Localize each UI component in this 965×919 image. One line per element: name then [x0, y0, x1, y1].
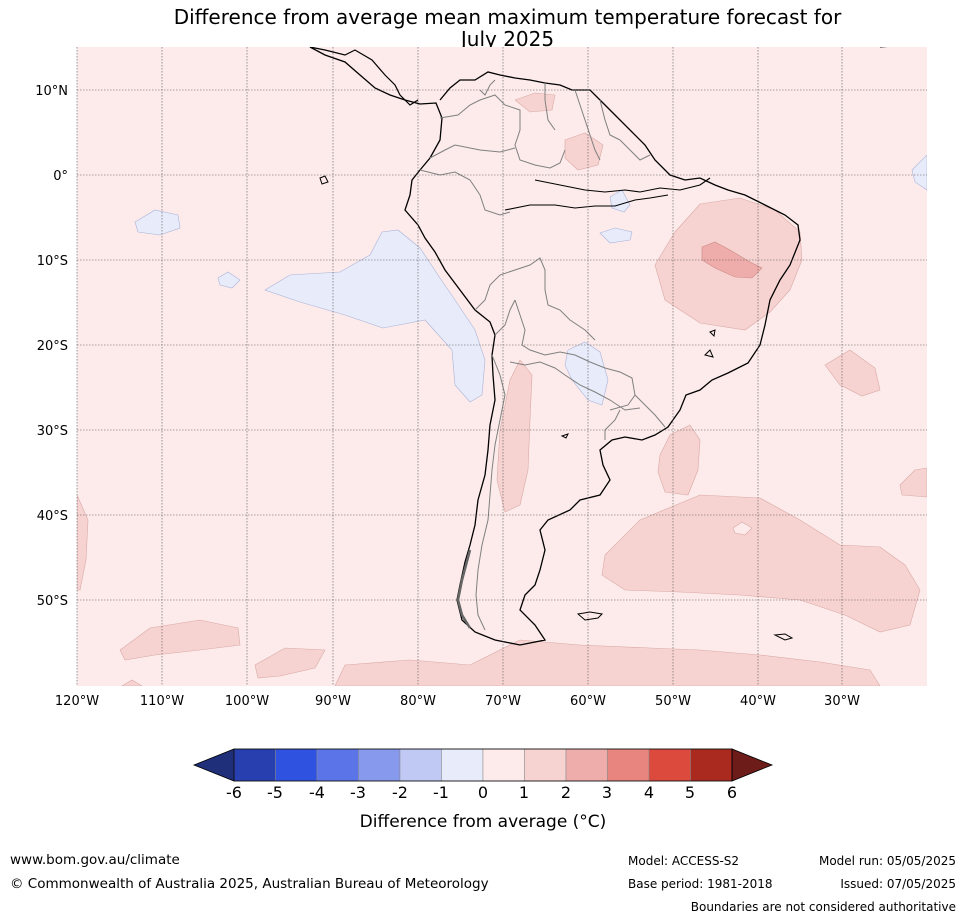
anomaly-region-1-to-2	[657, 424, 701, 496]
colorbar-over-arrow	[731, 748, 774, 782]
anomaly-region-1-to-2	[564, 132, 604, 171]
anomaly-region-1-to-2	[254, 647, 326, 679]
colorbar-segment	[441, 748, 484, 782]
lat-label: 20°S	[37, 339, 68, 354]
gridlines	[77, 47, 927, 686]
footer-copyright: © Commonwealth of Australia 2025, Austra…	[10, 876, 489, 892]
colorbar-segment	[399, 748, 442, 782]
lat-label: 30°S	[37, 424, 68, 439]
colorbar-segment	[482, 748, 525, 782]
colorbar-segment	[607, 748, 650, 782]
footer-base-period: Base period: 1981-2018	[628, 877, 773, 891]
colorbar-segment	[358, 748, 401, 782]
lon-label: 30°W	[824, 694, 860, 709]
anomaly-region-0-to-1	[732, 521, 753, 536]
colorbar-tick: -4	[309, 783, 325, 802]
anomaly-region-1-to-2	[601, 494, 921, 633]
colorbar-segment	[648, 748, 691, 782]
anomaly-region-1-to-2	[899, 467, 927, 498]
fjord-coast	[456, 549, 472, 629]
colorbar-tick: 4	[644, 783, 654, 802]
colorbar-tick: 2	[561, 783, 571, 802]
colorbar-tick: -5	[267, 783, 283, 802]
anomaly-region-1-to-2	[77, 494, 89, 591]
colorbar-segment	[233, 748, 276, 782]
lon-label: 80°W	[400, 694, 436, 709]
colorbar-tick: -3	[350, 783, 366, 802]
lon-label: 110°W	[140, 694, 184, 709]
colorbar-tick-labels: -6 -5 -4 -3 -2 -1 0 1 2 3 4 5 6	[226, 783, 737, 802]
lon-label: 50°W	[655, 694, 691, 709]
colorbar-tick: -1	[433, 783, 449, 802]
country-borders	[419, 79, 666, 631]
colorbar-segment	[524, 748, 567, 782]
footer-model-run: Model run: 05/05/2025	[818, 854, 956, 868]
colorbar-tick: -2	[392, 783, 408, 802]
lon-label: 120°W	[55, 694, 99, 709]
lon-label: 40°W	[740, 694, 776, 709]
anomaly-region-minus1-to-0	[217, 271, 241, 289]
anomaly-region-1-to-2	[496, 359, 533, 513]
colorbar-tick: 5	[685, 783, 695, 802]
anomaly-region-minus1-to-0	[134, 209, 181, 236]
lat-label: 10°S	[37, 254, 68, 269]
colorbar-tick: -6	[226, 783, 242, 802]
colorbar-tick: 1	[519, 783, 529, 802]
colorbar-segment	[275, 748, 318, 782]
lat-label: 50°S	[37, 594, 68, 609]
lat-label: 10°N	[35, 84, 68, 99]
anomaly-region-minus1-to-0	[564, 341, 609, 406]
colorbar-tick: 3	[602, 783, 612, 802]
lat-label: 0°	[53, 169, 68, 184]
colorbar-segment	[316, 748, 359, 782]
anomaly-region-1-to-2	[121, 679, 143, 686]
anomaly-region-minus1-to-0	[599, 227, 633, 244]
coastline	[880, 47, 888, 48]
colorbar-segment	[565, 748, 608, 782]
footer-website: www.bom.gov.au/climate	[10, 852, 180, 868]
footer-model: Model: ACCESS-S2	[628, 854, 740, 868]
colorbar-under-arrow	[192, 748, 235, 782]
river	[504, 177, 711, 211]
map-title-line-1: Difference from average mean maximum tem…	[173, 5, 842, 29]
lat-label: 40°S	[37, 509, 68, 524]
colorbar	[192, 748, 774, 782]
coastline	[309, 47, 419, 106]
coastline	[309, 47, 801, 646]
anomaly-region-minus1-to-0	[911, 154, 927, 191]
anomaly-regions	[77, 47, 927, 686]
lon-label: 70°W	[485, 694, 521, 709]
colorbar-tick: 6	[727, 783, 737, 802]
footer-issued: Issued: 07/05/2025	[840, 877, 956, 891]
colorbar-segment	[690, 748, 733, 782]
lon-label: 100°W	[225, 694, 269, 709]
anomaly-region-1-to-2	[119, 619, 241, 661]
anomaly-region-1-to-2	[334, 639, 881, 686]
lon-label: 60°W	[570, 694, 606, 709]
colorbar-tick: 0	[478, 783, 488, 802]
map-title-line-2: July 2025	[460, 27, 555, 51]
footer-disclaimer: Boundaries are not considered authoritat…	[690, 900, 956, 914]
lon-label: 90°W	[315, 694, 351, 709]
colorbar-label: Difference from average (°C)	[360, 812, 607, 832]
anomaly-region-1-to-2	[824, 349, 881, 397]
colorbar-frame	[233, 748, 733, 782]
